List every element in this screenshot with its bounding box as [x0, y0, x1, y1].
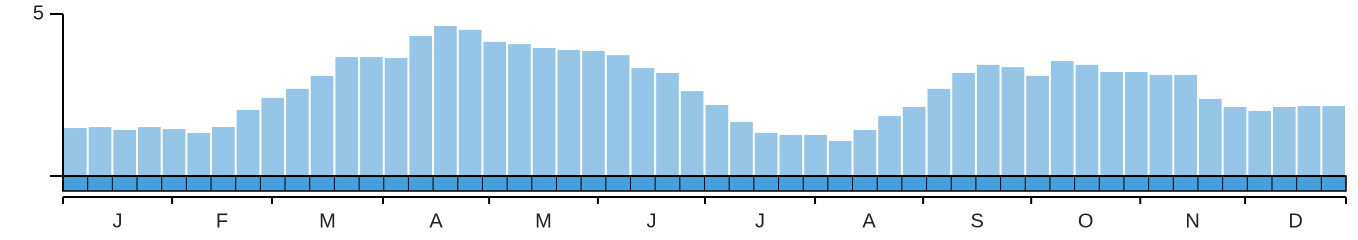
- bar: [212, 127, 235, 176]
- bar: [1026, 75, 1049, 176]
- bar: [976, 64, 1000, 176]
- month-label: A: [429, 210, 443, 232]
- month-label: A: [862, 210, 876, 232]
- bar: [508, 44, 531, 176]
- bar: [952, 72, 975, 176]
- month-label: J: [755, 210, 765, 232]
- bar: [360, 57, 383, 177]
- bar: [335, 57, 359, 177]
- bar: [606, 55, 630, 177]
- bar: [754, 132, 778, 176]
- bar: [1100, 71, 1123, 176]
- bar: [1322, 106, 1345, 176]
- bar: [804, 134, 827, 176]
- bar: [878, 116, 901, 176]
- month-label: O: [1078, 210, 1094, 232]
- bar: [532, 48, 556, 176]
- bar: [1198, 98, 1222, 176]
- bar: [1124, 71, 1148, 176]
- bar: [1248, 110, 1271, 176]
- month-label: J: [646, 210, 656, 232]
- bar: [162, 129, 186, 176]
- month-label: J: [113, 210, 123, 232]
- bar: [286, 88, 309, 176]
- bar: [1050, 60, 1074, 177]
- bar: [434, 25, 457, 176]
- bar: [828, 141, 852, 176]
- bar: [1272, 106, 1296, 176]
- bar: [853, 129, 877, 176]
- bar: [1149, 74, 1173, 176]
- bar: [261, 97, 285, 176]
- bar: [384, 58, 408, 177]
- bar: [730, 121, 753, 176]
- bar: [927, 88, 951, 176]
- month-label: N: [1185, 210, 1199, 232]
- bar: [113, 129, 137, 176]
- bar: [187, 132, 211, 176]
- month-label: M: [535, 210, 552, 232]
- bar: [1001, 67, 1025, 176]
- bar: [1174, 74, 1197, 176]
- bar: [483, 41, 507, 176]
- bar: [1223, 106, 1247, 176]
- bar: [705, 105, 729, 176]
- bar: [902, 106, 926, 176]
- bar: [582, 50, 605, 176]
- bar: [631, 68, 655, 176]
- bar: [779, 134, 803, 176]
- bar: [656, 72, 679, 176]
- bar: [1297, 106, 1321, 176]
- bar: [409, 36, 433, 177]
- month-label: F: [216, 210, 228, 232]
- bar: [88, 127, 112, 176]
- bar: [64, 128, 87, 176]
- bar: [236, 109, 260, 176]
- month-label: D: [1288, 210, 1302, 232]
- bar: [1075, 64, 1099, 176]
- month-label: M: [319, 210, 336, 232]
- month-label: S: [970, 210, 983, 232]
- bar: [458, 29, 482, 176]
- bar: [310, 75, 334, 176]
- y-tick-label: 5: [33, 2, 44, 24]
- bar: [680, 91, 704, 176]
- bar: [557, 49, 581, 176]
- bar: [138, 127, 161, 176]
